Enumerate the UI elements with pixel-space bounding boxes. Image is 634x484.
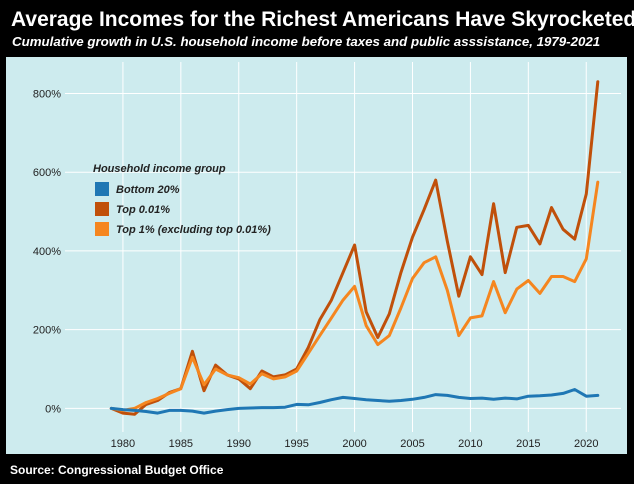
y-tick-label: 0%	[45, 403, 61, 415]
chart-title: Average Incomes for the Richest American…	[11, 8, 634, 31]
y-tick-label: 800%	[33, 88, 61, 100]
x-tick-label: 1995	[284, 438, 308, 450]
line-chart: 0% 200% 400% 600% 800% 1980 1985 1990 1995 2000 20…	[33, 62, 621, 450]
legend-swatch	[95, 182, 109, 196]
legend-swatch	[95, 222, 109, 236]
series-line-1	[109, 80, 600, 416]
header-bar: Average Incomes for the Richest American…	[0, 0, 634, 57]
x-tick-label: 2010	[458, 438, 482, 450]
series-line-0	[109, 388, 600, 415]
legend-label: Top 1% (excluding top 0.01%)	[116, 224, 271, 236]
legend-title: Household income group	[93, 163, 226, 175]
x-tick-label: 1980	[111, 438, 135, 450]
legend-label: Top 0.01%	[116, 204, 170, 216]
chart-subtitle: Cumulative growth in U.S. household inco…	[12, 34, 601, 49]
x-tick-label: 2000	[342, 438, 366, 450]
source-note: Source: Congressional Budget Office	[10, 463, 224, 477]
x-tick-label: 1985	[169, 438, 193, 450]
legend-label: Bottom 20%	[116, 184, 180, 196]
x-tick-label: 2005	[400, 438, 424, 450]
series-line-2	[109, 180, 600, 412]
y-tick-label: 200%	[33, 325, 61, 337]
x-tick-label: 2015	[516, 438, 540, 450]
footer-bar: Source: Congressional Budget Office	[0, 457, 634, 484]
x-tick-label: 2020	[574, 438, 598, 450]
legend-swatch	[95, 202, 109, 216]
x-tick-label: 1990	[227, 438, 251, 450]
y-tick-label: 400%	[33, 246, 61, 258]
chart-panel: 0% 200% 400% 600% 800% 1980 1985 1990 1995 2000 20…	[6, 57, 627, 454]
y-tick-label: 600%	[33, 167, 61, 179]
